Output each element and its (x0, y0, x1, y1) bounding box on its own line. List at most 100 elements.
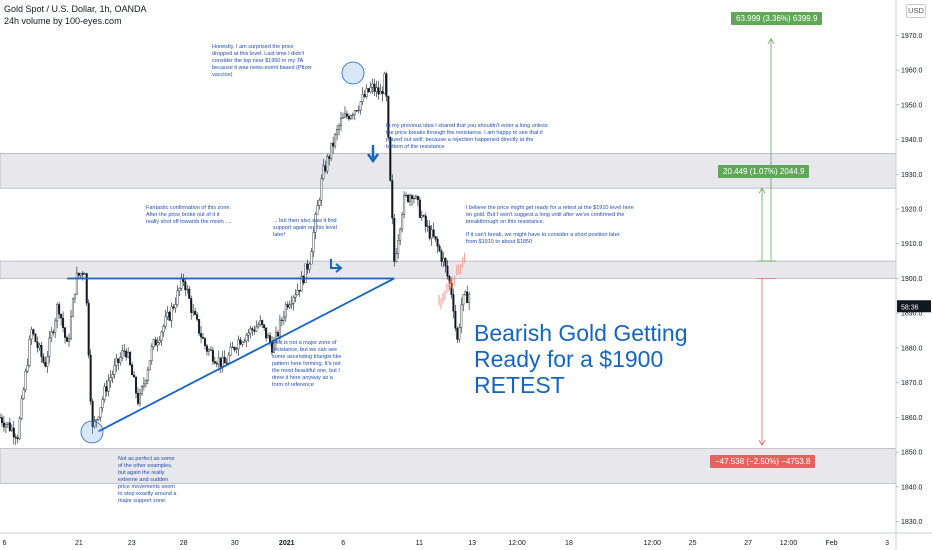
candle-body (395, 253, 398, 262)
candle-body (276, 332, 279, 337)
candle-body (401, 214, 404, 230)
candle-body (87, 302, 90, 356)
annotation-fantastic: Fantastic confirmation of this zone. Aft… (146, 205, 232, 225)
candle-body (190, 298, 193, 313)
candle-body (357, 109, 360, 112)
candle-body (174, 304, 177, 309)
candle-body (369, 86, 372, 93)
candle-body (67, 338, 70, 342)
candle-body (202, 336, 205, 339)
candle-body (444, 258, 447, 267)
right-arrow-icon (330, 259, 343, 273)
currency-button[interactable]: USD (906, 4, 926, 18)
candle-body (75, 272, 78, 295)
candle-body (332, 142, 335, 147)
candle-body (200, 333, 203, 338)
candle-body (353, 110, 356, 116)
candle-body (448, 276, 451, 284)
candle-body (205, 345, 208, 352)
candle-body (4, 424, 7, 428)
candle-body (36, 341, 39, 348)
candle-body (267, 335, 270, 339)
candle-body (28, 338, 31, 366)
candle-body (184, 281, 187, 291)
candle-body (292, 297, 295, 304)
candle-body (127, 352, 130, 358)
candle-body (135, 376, 138, 394)
candle-body (133, 374, 136, 378)
candle-body (0, 417, 2, 419)
candle-body (154, 339, 157, 346)
candle-body (117, 358, 120, 363)
candle-body (71, 298, 74, 317)
candle-body (229, 346, 232, 356)
annotation-believe: I believe the price might get ready for … (466, 205, 634, 225)
candle-body (340, 117, 343, 126)
candle-body (409, 195, 412, 202)
candle-body (306, 263, 309, 270)
candle-body (113, 365, 116, 375)
candle-body (389, 137, 392, 181)
candle-body (320, 178, 323, 201)
candle-body (66, 337, 69, 342)
y-tick-label: 1880.0 (901, 345, 923, 352)
candle-body (38, 344, 41, 348)
candle-body (119, 357, 122, 363)
candle-body (166, 312, 169, 318)
candle-body (316, 205, 319, 215)
candle-body (123, 350, 126, 352)
candle-body (164, 316, 167, 327)
candle-body (42, 356, 45, 363)
measure-label: 63.999 (3.36%) 6399.9 (731, 12, 823, 25)
candle-body (365, 88, 368, 97)
x-tick-label: 12:00 (508, 540, 526, 547)
candle-body (227, 354, 230, 364)
candle-body (58, 304, 61, 315)
candle-body (253, 329, 256, 332)
candle-body (64, 327, 67, 338)
candle-body (310, 251, 313, 265)
candle-body (288, 304, 291, 308)
candle-body (172, 306, 175, 309)
headline-line-1: Bearish Gold Getting (474, 320, 688, 346)
candle-body (416, 195, 419, 201)
candle-body (397, 240, 400, 254)
candle-body (422, 215, 425, 217)
annotation-but-then: ... but then also saw it find support ag… (273, 218, 337, 238)
x-tick-label: 2021 (279, 540, 295, 547)
candle-body (81, 273, 84, 275)
candle-body (192, 310, 195, 313)
candle-body (121, 350, 124, 358)
candle-body (148, 360, 151, 371)
candle-body (314, 214, 317, 233)
candle-body (434, 236, 437, 240)
candle-body (168, 312, 171, 321)
candle-body (280, 319, 283, 321)
x-tick-label: 25 (689, 540, 697, 547)
candle-body (272, 342, 275, 353)
candle-body (204, 338, 207, 346)
candle-body (95, 419, 98, 422)
candle-body (34, 333, 37, 343)
candle-body (146, 369, 149, 381)
candle-body (304, 263, 307, 284)
candle-body (180, 277, 183, 289)
highlight-circle (341, 61, 365, 85)
candle-body (393, 217, 396, 262)
candle-body (20, 398, 23, 419)
y-tick-label: 1920.0 (901, 207, 923, 214)
headline: Bearish Gold Getting Ready for a $1900 R… (474, 320, 688, 398)
y-tick-label: 1960.0 (901, 68, 923, 75)
candle-body (322, 165, 325, 179)
annotation-if-cant-break: If it can't break, we might have to cons… (466, 232, 621, 245)
candle-body (142, 383, 145, 387)
candle-body (239, 339, 242, 345)
candle-body (16, 437, 19, 440)
candle-body (274, 332, 277, 343)
candle-body (215, 363, 218, 365)
trendline[interactable] (98, 277, 395, 433)
candle-body (456, 328, 459, 340)
current-price-label: 58:36 (901, 304, 919, 311)
candle-body (52, 331, 55, 333)
